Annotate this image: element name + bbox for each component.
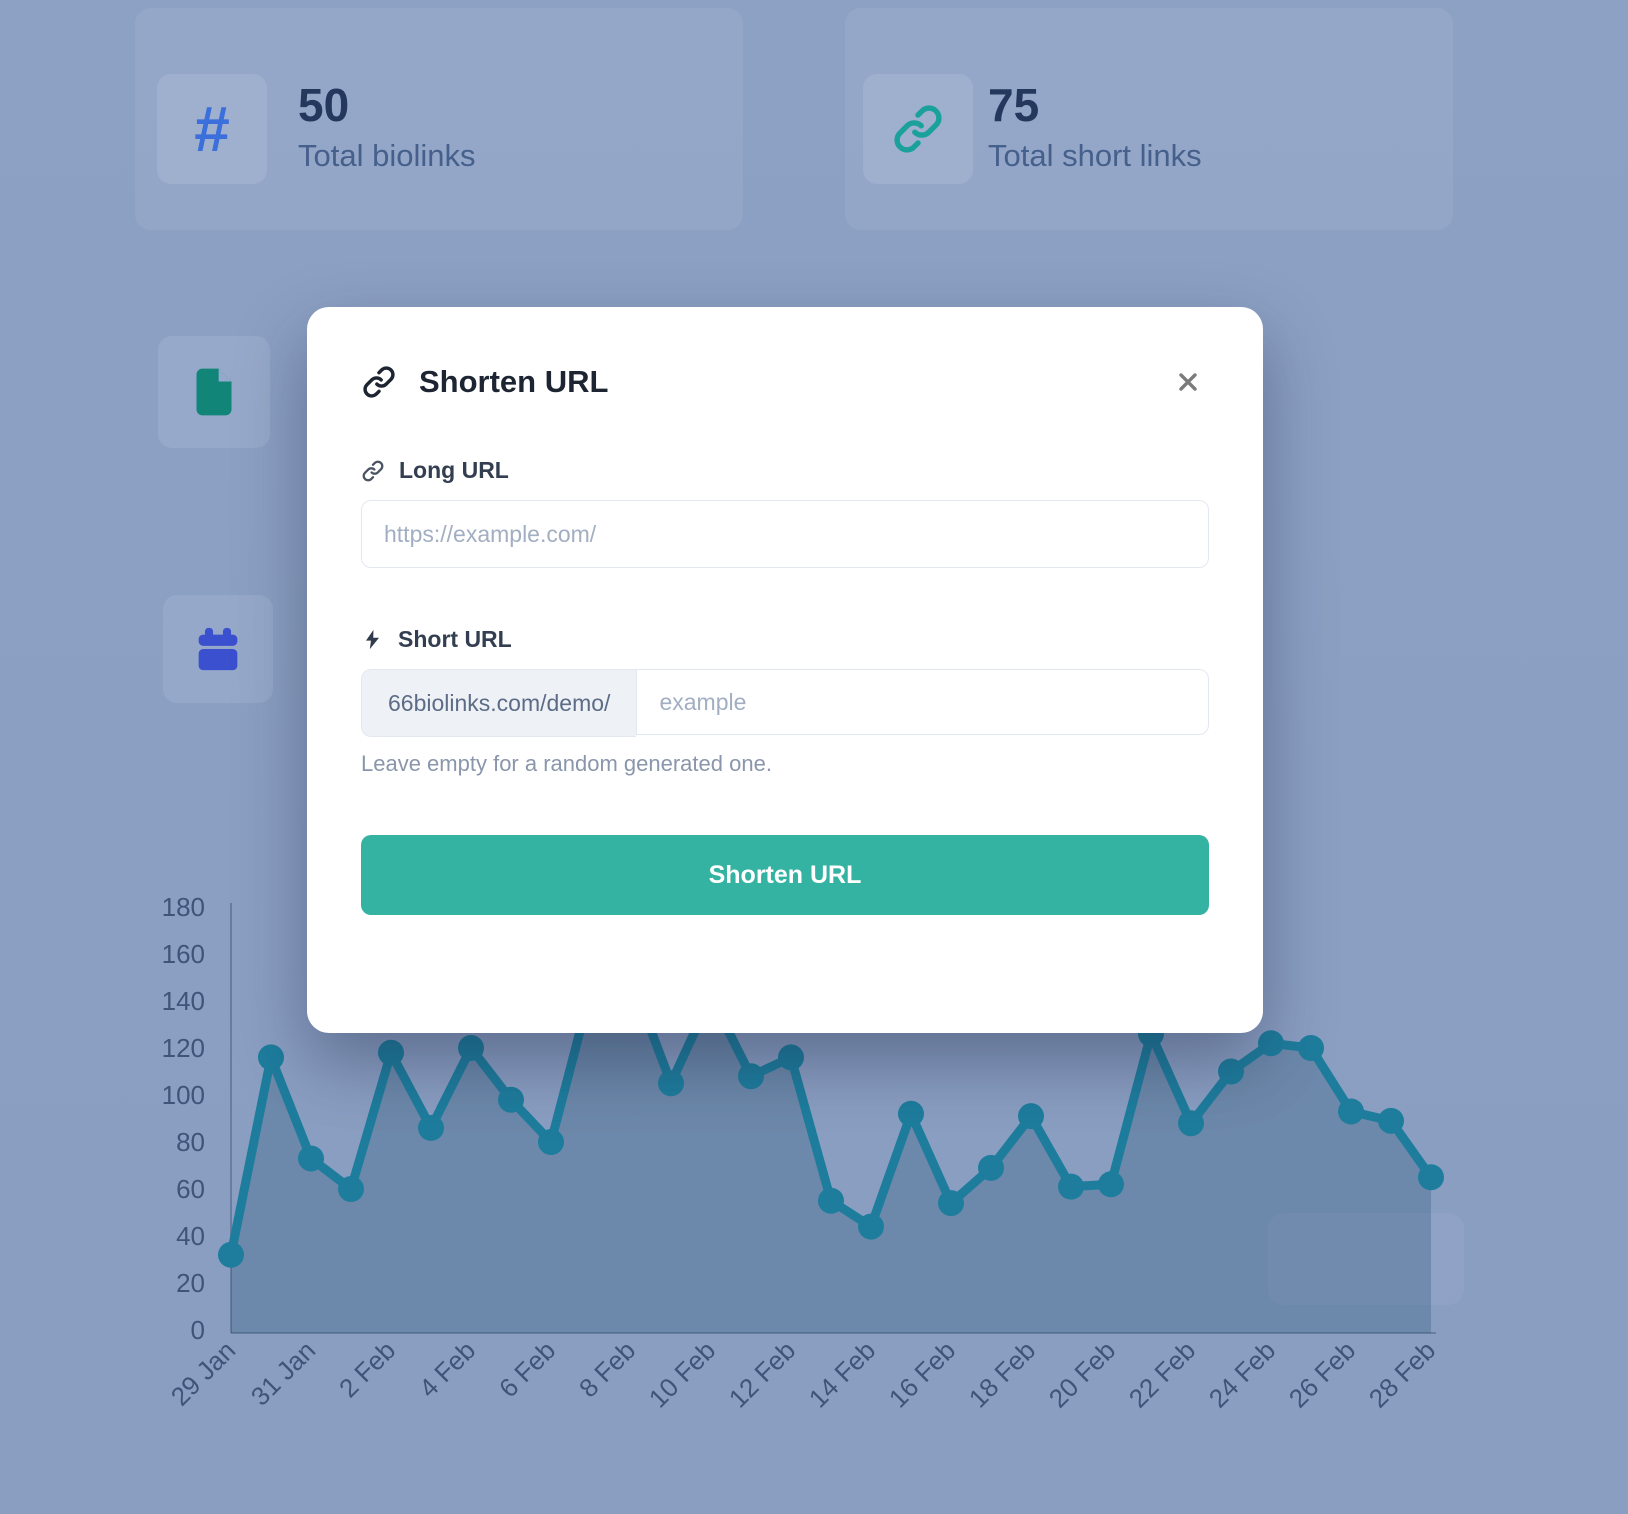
shorten-url-modal: Shorten URL Long URL Short URL 66biolink… — [307, 307, 1263, 1033]
svg-text:31 Jan: 31 Jan — [245, 1335, 321, 1411]
svg-text:18 Feb: 18 Feb — [963, 1335, 1041, 1413]
svg-text:24 Feb: 24 Feb — [1203, 1335, 1281, 1413]
background-panel — [1268, 1213, 1464, 1305]
stat-value-shortlinks: 75 — [988, 79, 1040, 131]
svg-text:16 Feb: 16 Feb — [883, 1335, 961, 1413]
svg-text:14 Feb: 14 Feb — [803, 1335, 881, 1413]
short-url-prefix: 66biolinks.com/demo/ — [361, 669, 637, 737]
svg-text:160: 160 — [162, 939, 205, 969]
hashtag-icon: # — [194, 93, 230, 165]
close-button[interactable] — [1167, 361, 1209, 403]
close-icon — [1179, 373, 1197, 391]
svg-text:100: 100 — [162, 1080, 205, 1110]
long-url-label: Long URL — [399, 457, 509, 483]
svg-text:120: 120 — [162, 1033, 205, 1063]
stat-card-biolinks — [135, 8, 743, 230]
svg-text:28 Feb: 28 Feb — [1363, 1335, 1441, 1413]
long-url-label-row: Long URL — [361, 457, 1209, 484]
svg-text:20: 20 — [176, 1268, 205, 1298]
svg-text:0: 0 — [191, 1315, 205, 1345]
short-url-label-row: Short URL — [361, 626, 1209, 653]
stat-value-biolinks: 50 — [298, 79, 350, 131]
link-icon — [362, 460, 384, 481]
svg-text:80: 80 — [176, 1127, 205, 1157]
svg-text:22 Feb: 22 Feb — [1123, 1335, 1201, 1413]
svg-text:20 Feb: 20 Feb — [1043, 1335, 1121, 1413]
short-url-input[interactable] — [636, 669, 1209, 735]
stat-label-shortlinks: Total short links — [988, 138, 1202, 173]
svg-text:180: 180 — [162, 892, 205, 922]
calendar-icon — [198, 627, 238, 671]
modal-title: Shorten URL — [419, 364, 609, 399]
hashtag-icon-box: # — [157, 74, 267, 184]
link-icon — [363, 366, 395, 398]
svg-text:60: 60 — [176, 1174, 205, 1204]
modal-header: Shorten URL — [361, 361, 1209, 403]
svg-text:6 Feb: 6 Feb — [493, 1335, 561, 1403]
svg-text:26 Feb: 26 Feb — [1283, 1335, 1361, 1413]
link-icon — [894, 105, 942, 153]
stat-card-shortlinks — [845, 8, 1453, 230]
svg-text:4 Feb: 4 Feb — [413, 1335, 481, 1403]
shorten-url-button[interactable]: Shorten URL — [361, 835, 1209, 915]
document-icon-box — [158, 336, 270, 448]
short-url-helper: Leave empty for a random generated one. — [361, 751, 772, 776]
svg-text:12 Feb: 12 Feb — [723, 1335, 801, 1413]
svg-text:8 Feb: 8 Feb — [573, 1335, 641, 1403]
calendar-icon-box — [163, 595, 273, 703]
svg-text:40: 40 — [176, 1221, 205, 1251]
short-url-label: Short URL — [398, 626, 512, 652]
svg-text:2 Feb: 2 Feb — [333, 1335, 401, 1403]
link-icon-box — [863, 74, 973, 184]
svg-text:10 Feb: 10 Feb — [643, 1335, 721, 1413]
svg-text:29 Jan: 29 Jan — [165, 1335, 241, 1411]
stat-label-biolinks: Total biolinks — [298, 138, 476, 173]
long-url-input[interactable] — [361, 500, 1209, 568]
zap-icon — [365, 629, 380, 650]
document-icon — [196, 368, 232, 416]
svg-text:140: 140 — [162, 986, 205, 1016]
short-url-input-group: 66biolinks.com/demo/ — [361, 669, 1209, 737]
